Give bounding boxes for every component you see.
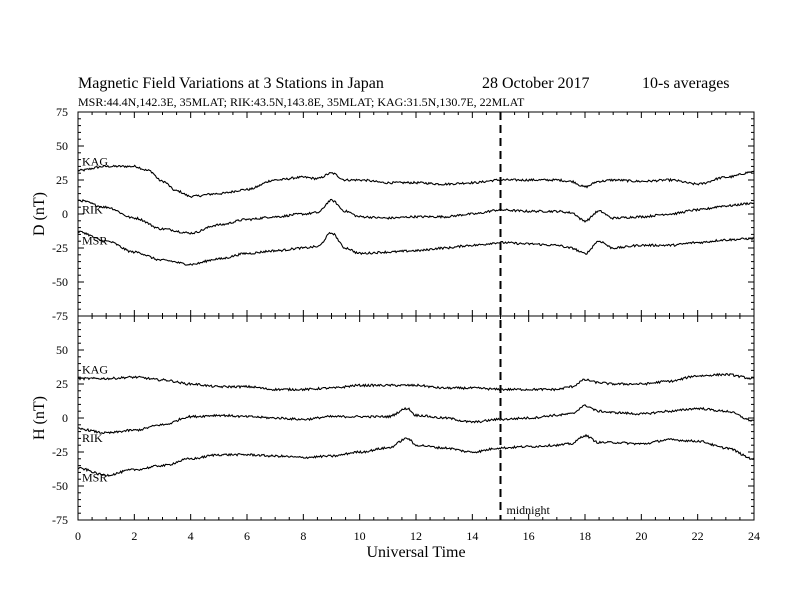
x-tick-label: 12 [410,529,422,543]
series-label-msr: MSR [82,234,107,248]
panel-h: 50 25 0 -25 -50 -75 H (nT) KAG RIK MSR [31,315,755,527]
y-tick-label: 50 [56,139,68,153]
y-tick-label: 25 [56,173,68,187]
series-label-rik: RIK [82,202,103,216]
x-tick-label: 14 [466,529,478,543]
panel-frame [77,111,755,317]
x-tick-label: 6 [244,529,250,543]
chart-date: 28 October 2017 [482,75,590,92]
x-tick-label: 18 [579,529,591,543]
y-tick-label: 0 [62,207,68,221]
x-tick-label: 0 [75,529,81,543]
series-line-msr [77,230,755,266]
y-tick-label: -50 [52,479,68,493]
y-tick-label: 75 [56,105,68,119]
y-axis-label: H (nT) [31,396,48,440]
x-tick-label: 24 [748,529,760,543]
x-tick-label: 8 [300,529,306,543]
y-tick-label: -75 [52,309,68,323]
midnight-label: midnight [507,503,551,517]
chart-averaging: 10-s averages [642,75,730,92]
y-tick-label: -50 [52,275,68,289]
x-tick-label: 16 [523,529,535,543]
y-tick-label: -25 [52,241,68,255]
series-line-rik [77,198,755,235]
plot-area: 75 50 25 0 -25 -50 -75 D (nT) KAG RIK MSR 50 25 0 -25 -… [31,105,760,561]
panel-d: 75 50 25 0 -25 -50 -75 D (nT) KAG RIK MSR [31,105,755,323]
series-line-kag [77,164,755,199]
y-tick-label: -75 [52,513,68,527]
series-label-msr: MSR [82,470,107,484]
series-line-kag [77,372,755,392]
series-label-kag: KAG [82,363,108,377]
series-label-kag: KAG [82,154,108,168]
series-line-rik [78,404,755,435]
x-tick-label: 4 [188,529,194,543]
y-tick-label: 0 [62,411,68,425]
x-tick-label: 2 [131,529,137,543]
x-tick-label: 22 [692,529,704,543]
chart-subtitle: MSR:44.4N,142.3E, 35MLAT; RIK:43.5N,143.… [78,95,525,109]
x-tick-label: 10 [354,529,366,543]
y-tick-label: -25 [52,445,68,459]
y-tick-label: 25 [56,377,68,391]
y-axis-label: D (nT) [31,192,48,236]
series-label-rik: RIK [82,431,103,445]
series-line-msr [77,433,755,477]
x-tick-label: 20 [635,529,647,543]
y-tick-label: 50 [56,343,68,357]
chart-title: Magnetic Field Variations at 3 Stations … [78,75,384,92]
x-axis-label: Universal Time [366,544,465,561]
